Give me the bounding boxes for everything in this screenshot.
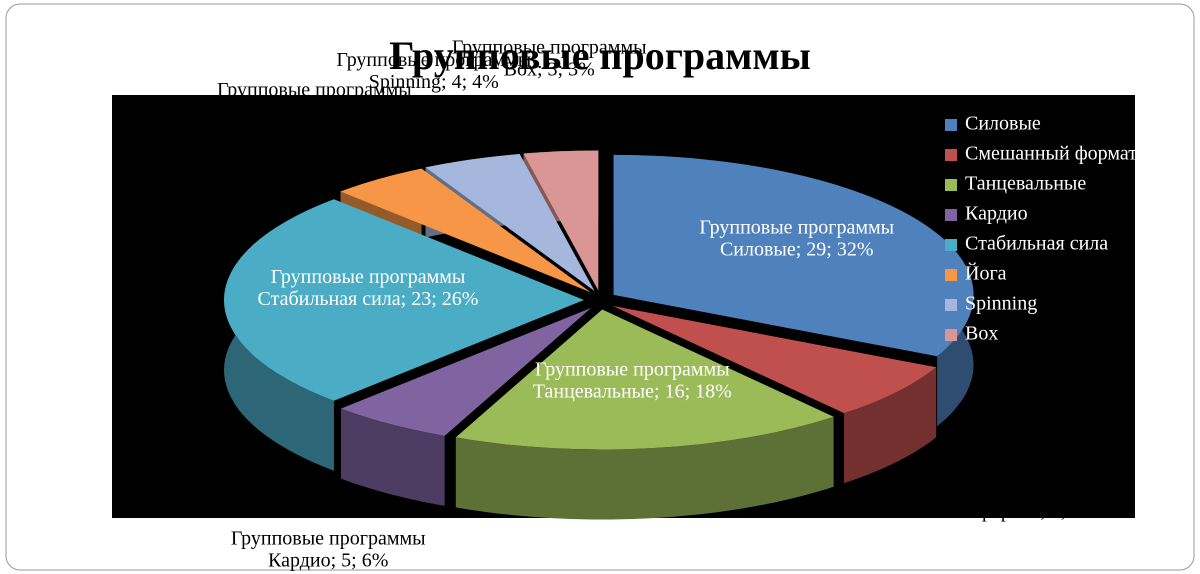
data-label-part: ; xyxy=(351,549,362,571)
data-label: Групповые программы Смешанный формат; 6; … xyxy=(868,478,1098,522)
data-label-part: 32 xyxy=(837,238,857,260)
legend-swatch xyxy=(945,299,957,311)
data-label-part: % xyxy=(347,101,364,123)
pie-slice xyxy=(223,199,584,401)
data-label-part: 4 xyxy=(452,71,462,93)
data-label-part: Групповые программы xyxy=(231,527,426,549)
data-label-part: % xyxy=(462,288,479,310)
legend-label: Смешанный формат xyxy=(965,143,1137,165)
pie-slice xyxy=(340,168,591,293)
pie-tops xyxy=(223,150,974,450)
data-label-part: Групповые программы xyxy=(886,478,1081,500)
data-label-part: ; xyxy=(685,380,696,402)
data-label-part: ; xyxy=(331,549,342,571)
data-label-part: % xyxy=(857,238,874,260)
data-label-part: Групповые программы xyxy=(699,216,894,238)
data-label-part: 3 xyxy=(568,58,578,80)
data-label-part: 7 xyxy=(1071,500,1081,522)
data-label-part: ; xyxy=(462,71,473,93)
legend-swatch xyxy=(945,239,957,251)
data-label-part: ; xyxy=(537,58,548,80)
legend-label: Танцевальные xyxy=(965,173,1086,195)
data-label-part: ; xyxy=(441,71,452,93)
pie-slice xyxy=(613,154,974,357)
pie-slice xyxy=(425,154,595,291)
data-label-part: ; xyxy=(654,380,665,402)
data-label-part: 4 xyxy=(317,101,327,123)
data-label-part: Стабильная сила xyxy=(258,288,401,310)
data-label-part: % xyxy=(1081,500,1098,522)
data-label-part: Box xyxy=(504,58,537,80)
legend-label: Йога xyxy=(965,262,1007,285)
legend-swatch xyxy=(945,209,957,221)
data-label-part: 23 xyxy=(411,288,431,310)
chart-title: Групповые программы xyxy=(389,33,811,78)
legend-swatch xyxy=(945,269,957,281)
data-label-part: % xyxy=(578,58,595,80)
data-label-part: 26 xyxy=(442,288,462,310)
data-label-part: 3 xyxy=(548,58,558,80)
legend-label: Box xyxy=(965,323,998,345)
data-label-part: Групповые программы xyxy=(452,36,647,58)
data-label-part: % xyxy=(372,549,389,571)
data-label-part: ; xyxy=(826,238,837,260)
data-label-part: ; xyxy=(401,288,412,310)
data-label-part: 4 xyxy=(337,101,347,123)
data-label-part: ; xyxy=(558,58,569,80)
data-label-part: Групповые программы xyxy=(271,266,466,288)
data-label-part: Групповые программы xyxy=(217,79,412,101)
data-label-part: 18 xyxy=(695,380,715,402)
pie-slice xyxy=(523,150,599,291)
data-label-part: ; xyxy=(306,101,317,123)
data-label-part: ; xyxy=(1061,500,1072,522)
pie-slice-side xyxy=(455,416,834,520)
legend-swatch xyxy=(945,149,957,161)
pie-slice-side xyxy=(844,367,937,484)
data-label-part: 5 xyxy=(341,549,351,571)
data-label: Групповые программы Spinning; 4; 4% xyxy=(336,49,531,93)
data-label-part: Групповые программы xyxy=(535,358,730,380)
data-label-part: Йога xyxy=(265,100,307,123)
legend-swatch xyxy=(945,329,957,341)
data-label-part: % xyxy=(482,71,499,93)
pie-slice xyxy=(612,305,937,414)
data-label-part: 6 xyxy=(362,549,372,571)
legend-label: Spinning xyxy=(965,293,1037,315)
data-label: Групповые программы Стабильная сила; 23; … xyxy=(258,266,479,310)
data-label-part: Групповые программы xyxy=(336,49,531,71)
data-label: Групповые программы Кардио; 5; 6% xyxy=(231,527,426,571)
data-label-part: Spinning xyxy=(369,71,441,93)
data-label-part: Силовые xyxy=(720,238,796,260)
data-label-part: Танцевальные xyxy=(533,380,654,402)
data-label: Групповые программы Танцевальные; 16; 18% xyxy=(533,358,732,402)
pie-slice xyxy=(455,309,834,450)
data-label: Групповые программы Силовые; 29; 32% xyxy=(699,216,894,260)
data-label-part: Смешанный формат xyxy=(868,500,1040,522)
legend-swatch xyxy=(945,179,957,191)
data-label-part: ; xyxy=(431,288,442,310)
data-label-part: Кардио xyxy=(268,549,331,571)
data-label: Групповые программы Йога; 4; 4% xyxy=(217,79,412,123)
data-label: Групповые программы Box; 3; 3% xyxy=(452,36,647,80)
pie-slice-side xyxy=(340,408,445,506)
data-label-part: 16 xyxy=(665,380,685,402)
data-label-part: ; xyxy=(1040,500,1051,522)
data-label-part: 29 xyxy=(806,238,826,260)
pie-slice xyxy=(340,307,592,436)
data-label-part: 6 xyxy=(1051,500,1061,522)
data-label-part: ; xyxy=(796,238,807,260)
legend-label: Стабильная сила xyxy=(965,233,1108,255)
legend-label: Силовые xyxy=(965,113,1041,135)
data-label-part: % xyxy=(715,380,732,402)
legend-swatch xyxy=(945,119,957,131)
data-label-part: ; xyxy=(327,101,338,123)
data-label-part: 4 xyxy=(472,71,482,93)
legend-label: Кардио xyxy=(965,203,1028,225)
